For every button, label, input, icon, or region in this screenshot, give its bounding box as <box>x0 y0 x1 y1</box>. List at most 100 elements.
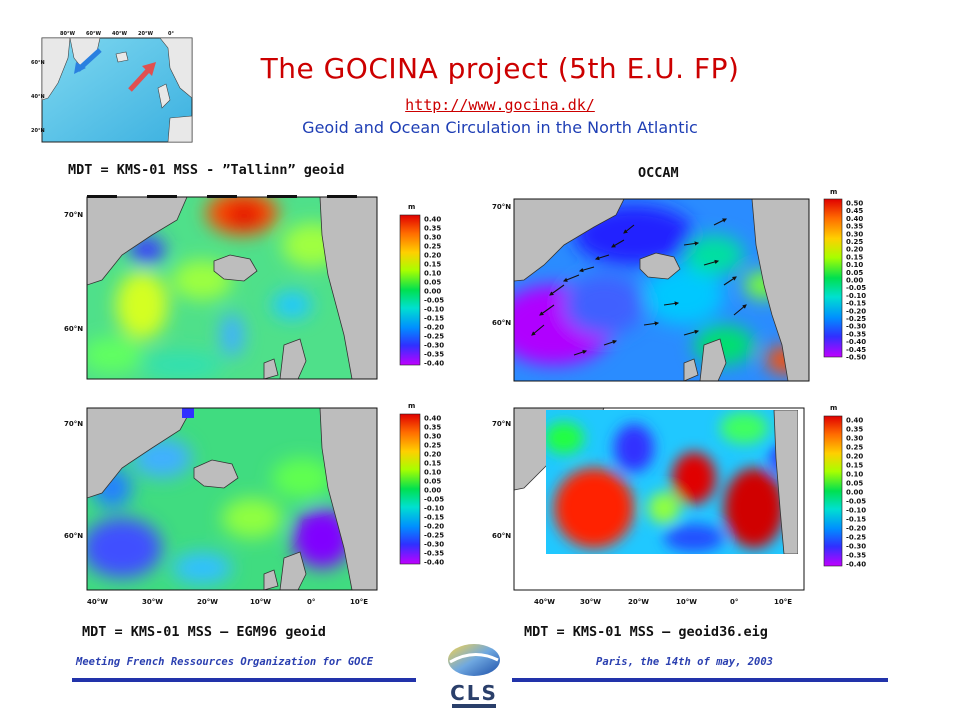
colorbar-tick-label: 0.00 <box>846 277 863 285</box>
colorbar-unit: m <box>830 404 837 412</box>
inset-lon-label: 40°W <box>112 31 127 37</box>
lon-label: 0° <box>307 598 315 606</box>
colorbar-tick-label: 0.30 <box>424 234 441 242</box>
colorbar-tick-label: 0.40 <box>846 215 863 223</box>
colorbar-tick-label: -0.20 <box>424 523 444 531</box>
lon-label: 0° <box>730 598 738 606</box>
colorbar-tick-label: -0.20 <box>846 307 866 315</box>
colorbar-tick-label: -0.30 <box>846 323 866 331</box>
colorbar-tick-label: -0.40 <box>846 561 866 569</box>
colorbar-tick-label: 0.30 <box>846 230 863 238</box>
colorbar-tick-label: -0.10 <box>846 507 866 515</box>
caption-top-right: OCCAM <box>638 165 679 181</box>
colorbar-tick-label: -0.15 <box>424 315 444 323</box>
caption-bottom-left: MDT = KMS-01 MSS – EGM96 geoid <box>82 624 326 640</box>
colorbar-tick-label: -0.25 <box>424 532 444 540</box>
colorbar-tick-label: -0.20 <box>846 525 866 533</box>
lon-label: 20°W <box>628 598 649 606</box>
lat-label: 70°N <box>64 211 83 219</box>
colorbar-tick-label: 0.00 <box>424 288 441 296</box>
caption-bottom-right: MDT = KMS-01 MSS – geoid36.eig <box>524 624 768 640</box>
colorbar-tick-label: -0.05 <box>846 284 866 292</box>
colorbar-tick-label: 0.45 <box>846 207 863 215</box>
colorbar-unit: m <box>408 402 415 410</box>
page-subtitle: Geoid and Ocean Circulation in the North… <box>302 118 698 137</box>
colorbar-tick-label: 0.40 <box>846 417 863 425</box>
colorbar-tick-label: -0.30 <box>424 541 444 549</box>
inset-lon-label: 20°W <box>138 31 153 37</box>
inset-map: 60°N 40°N 20°N 80°W 60°W 40°W 20°W 0° <box>31 31 193 143</box>
colorbar-tick-label: -0.35 <box>846 552 866 560</box>
colorbar-tick-label: 0.30 <box>846 435 863 443</box>
colorbar-tick-label: -0.10 <box>424 306 444 314</box>
colorbar-tick-label: 0.20 <box>424 252 441 260</box>
inset-lat-label: 20°N <box>31 128 45 134</box>
colorbar-tick-label: 0.10 <box>424 469 441 477</box>
colorbar-tick-label: 0.10 <box>846 471 863 479</box>
colorbar-ticks: 0.400.350.300.250.200.150.100.050.00-0.0… <box>424 216 444 368</box>
colorbar-tick-label: 0.05 <box>846 480 863 488</box>
lon-label: 10°E <box>350 598 368 606</box>
footer-rule-right <box>512 678 888 682</box>
colorbar-tick-label: -0.10 <box>424 505 444 513</box>
colorbar-tick-label: -0.40 <box>846 338 866 346</box>
lon-label: 10°E <box>774 598 792 606</box>
footer-rule-left <box>72 678 416 682</box>
colorbar-tick-label: 0.25 <box>424 243 441 251</box>
colorbar-tick-label: 0.10 <box>846 261 863 269</box>
colorbar-tick-label: 0.25 <box>846 444 863 452</box>
colorbar-unit: m <box>408 203 415 211</box>
colorbar-tick-label: 0.40 <box>424 415 441 423</box>
colorbar-tick-label: 0.00 <box>424 487 441 495</box>
colorbar-tick-label: 0.35 <box>846 223 863 231</box>
colorbar-tick-label: 0.05 <box>846 269 863 277</box>
colorbar-tick-label: -0.25 <box>846 315 866 323</box>
colorbar-tick-label: 0.15 <box>846 462 863 470</box>
lat-label: 60°N <box>492 532 511 540</box>
colorbar-tick-label: -0.05 <box>846 498 866 506</box>
page-title: The GOCINA project (5th E.U. FP) <box>260 52 740 85</box>
colorbar-tick-label: 0.05 <box>424 478 441 486</box>
colorbar-tick-label: 0.35 <box>846 426 863 434</box>
colorbar-tick-label: 0.15 <box>424 460 441 468</box>
colorbar-tick-label: 0.00 <box>846 489 863 497</box>
map-panel-bottom-left: 70°N 60°N 40°W 30°W 20°W 10°W 0° 10°E m … <box>64 402 444 606</box>
colorbar-tick-label: 0.15 <box>846 253 863 261</box>
colorbar-tick-label: 0.25 <box>846 238 863 246</box>
colorbar-tick-label: -0.35 <box>424 550 444 558</box>
project-link[interactable]: http://www.gocina.dk/ <box>405 96 595 114</box>
colorbar-ticks: 0.400.350.300.250.200.150.100.050.00-0.0… <box>846 417 866 569</box>
colorbar-tick-label: -0.50 <box>846 354 866 362</box>
colorbar-tick-label: 0.35 <box>424 225 441 233</box>
cls-logo: CLS <box>448 644 500 708</box>
lon-label: 30°W <box>142 598 163 606</box>
colorbar-tick-label: -0.15 <box>424 514 444 522</box>
lat-label: 70°N <box>492 420 511 428</box>
colorbar-ticks: 0.500.450.400.350.300.250.200.150.100.05… <box>846 200 866 362</box>
map-panel-bottom-right: 70°N 60°N 40°W 30°W 20°W 10°W 0° 10°E m … <box>492 404 866 606</box>
colorbar-tick-label: -0.05 <box>424 297 444 305</box>
colorbar-tick-label: 0.20 <box>846 246 863 254</box>
lat-label: 60°N <box>64 532 83 540</box>
map-panel-top-right: 70°N 60°N m 0.500.450.400.350.300.250.20… <box>492 188 866 382</box>
lat-label: 60°N <box>64 325 83 333</box>
colorbar-tick-label: -0.05 <box>424 496 444 504</box>
colorbar-tick-label: 0.35 <box>424 424 441 432</box>
colorbar-tick-label: -0.35 <box>846 330 866 338</box>
colorbar-tick-label: -0.30 <box>846 543 866 551</box>
colorbar-tick-label: -0.45 <box>846 346 866 354</box>
colorbar-tick-label: -0.10 <box>846 292 866 300</box>
lat-label: 70°N <box>64 420 83 428</box>
colorbar-ticks: 0.400.350.300.250.200.150.100.050.00-0.0… <box>424 415 444 567</box>
colorbar-tick-label: 0.15 <box>424 261 441 269</box>
colorbar-tick-label: -0.40 <box>424 559 444 567</box>
colorbar-tick-label: -0.25 <box>424 333 444 341</box>
lon-label: 30°W <box>580 598 601 606</box>
colorbar-tick-label: -0.25 <box>846 534 866 542</box>
lon-label: 10°W <box>250 598 271 606</box>
lon-label: 40°W <box>87 598 108 606</box>
colorbar-tick-label: -0.40 <box>424 360 444 368</box>
colorbar-tick-label: 0.30 <box>424 433 441 441</box>
colorbar-tick-label: 0.20 <box>846 453 863 461</box>
colorbar-tick-label: -0.15 <box>846 516 866 524</box>
